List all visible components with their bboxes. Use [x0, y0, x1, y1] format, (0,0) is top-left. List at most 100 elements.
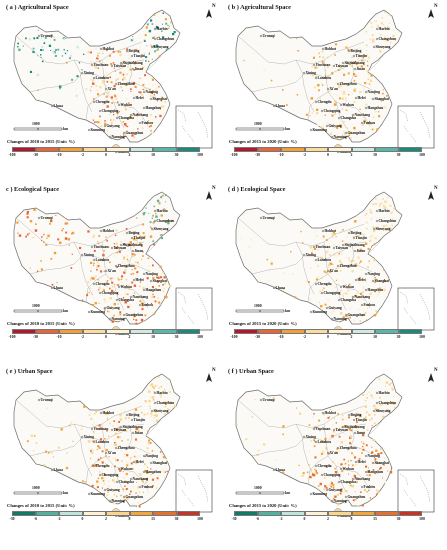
- change-cell: [365, 444, 368, 447]
- scale-bar: [235, 309, 285, 313]
- change-cell: [119, 414, 122, 417]
- change-cell: [116, 459, 119, 462]
- change-cell: [109, 76, 112, 79]
- change-cell: [344, 501, 346, 504]
- change-cell: [333, 253, 336, 256]
- city-marker: [99, 229, 103, 233]
- change-cell: [119, 73, 121, 76]
- legend-tick-label: 8: [128, 517, 131, 521]
- change-cell: [260, 43, 263, 45]
- change-cell: [357, 448, 360, 451]
- change-cell: [43, 464, 46, 466]
- legend-tick-label: 30: [174, 335, 179, 339]
- change-cell: [373, 471, 374, 473]
- change-cell: [147, 441, 151, 445]
- change-cell: [154, 410, 158, 413]
- city-marker: [108, 499, 112, 503]
- change-cell: [328, 250, 330, 252]
- change-cell: [103, 477, 106, 480]
- change-cell: [374, 237, 377, 240]
- change-cell: [152, 121, 155, 124]
- panel-title: ( b ) Agricultural Space: [228, 4, 291, 11]
- change-cell: [122, 488, 125, 490]
- province-border: [323, 423, 357, 473]
- change-cell: [90, 90, 92, 92]
- change-cell: [382, 415, 385, 418]
- change-cell: [313, 86, 316, 89]
- change-cell: [158, 36, 160, 38]
- change-cell: [36, 37, 39, 39]
- legend-tick-label: 0: [327, 153, 329, 157]
- change-cell: [348, 464, 350, 466]
- city-marker: [371, 461, 375, 465]
- legend-tick-label: 10: [373, 335, 377, 339]
- change-cell: [309, 115, 311, 117]
- change-cell: [121, 275, 124, 278]
- legend-swatch: [281, 329, 305, 334]
- city-marker: [320, 109, 324, 113]
- change-cell: [315, 76, 317, 78]
- change-cell: [127, 51, 129, 53]
- change-cell: [152, 214, 154, 217]
- change-cell: [129, 264, 133, 267]
- province-border: [113, 101, 125, 129]
- legend-swatch: [234, 147, 258, 152]
- change-cell: [113, 85, 116, 88]
- city-marker: [110, 64, 114, 68]
- change-cell: [61, 55, 64, 57]
- change-cell: [366, 54, 369, 56]
- legend-tick-label: 0: [303, 517, 306, 521]
- city-marker: [375, 209, 379, 213]
- change-cell: [296, 407, 298, 409]
- change-cell: [346, 109, 349, 112]
- city-marker: [360, 303, 364, 307]
- city-label: Wuhan: [342, 102, 354, 107]
- change-cell: [128, 287, 131, 290]
- change-cell: [119, 319, 122, 322]
- change-cell: [301, 474, 304, 477]
- change-cell: [84, 481, 87, 483]
- change-cell: [172, 32, 175, 36]
- change-cell: [351, 270, 354, 273]
- change-cell: [109, 126, 112, 129]
- change-cell: [377, 473, 379, 474]
- change-cell: [356, 432, 358, 434]
- change-cell: [366, 491, 368, 493]
- change-cell: [351, 452, 353, 455]
- change-cell: [357, 64, 360, 67]
- north-label: N: [212, 368, 216, 373]
- city-label: Nanchang: [354, 294, 371, 299]
- province-border: [335, 101, 347, 129]
- change-cell: [117, 283, 120, 286]
- color-legend: -100 -30 -10 -2 0 2 10 30 100: [8, 329, 203, 345]
- province-border: [85, 273, 107, 303]
- city-label: Nanjing: [367, 271, 380, 276]
- change-cell: [143, 428, 145, 430]
- city-marker: [108, 317, 112, 321]
- change-cell: [104, 122, 107, 125]
- change-cell: [345, 314, 348, 317]
- change-cell: [141, 53, 145, 56]
- city-marker: [272, 286, 276, 290]
- change-cell: [366, 64, 369, 67]
- legend-swatch: [12, 329, 36, 334]
- change-cell: [94, 464, 97, 467]
- city-marker: [272, 468, 276, 472]
- change-cell: [152, 229, 154, 231]
- change-cell: [335, 81, 338, 84]
- change-cell: [344, 83, 347, 86]
- change-cell: [147, 491, 150, 494]
- change-cell: [311, 66, 313, 68]
- city-label: Changchun: [378, 218, 397, 223]
- city-label: Nanjing: [145, 453, 158, 458]
- change-cell: [157, 48, 159, 51]
- legend-tick-label: -100: [8, 153, 16, 157]
- city-marker: [114, 446, 118, 450]
- change-cell: [348, 259, 351, 262]
- change-cell: [158, 55, 161, 58]
- change-cell: [90, 51, 92, 54]
- change-cell: [332, 430, 335, 433]
- change-cell: [306, 471, 309, 474]
- city-label: Taiyuan: [335, 427, 348, 432]
- change-cell: [107, 310, 110, 313]
